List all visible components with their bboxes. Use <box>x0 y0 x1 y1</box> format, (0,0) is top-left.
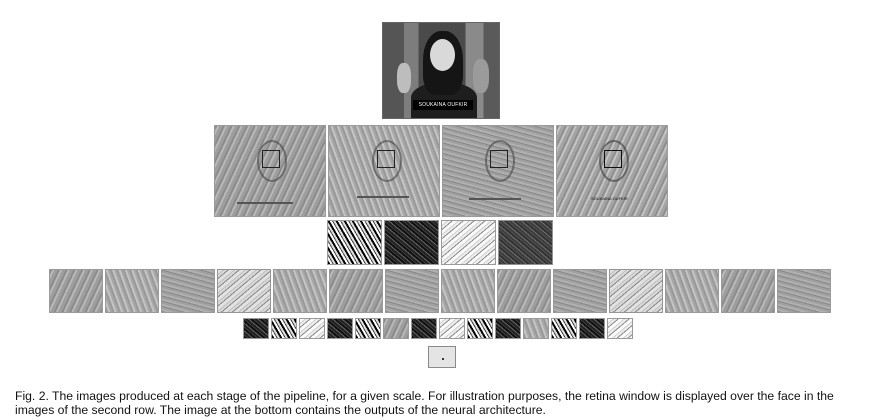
row5-image-12 <box>551 318 577 339</box>
row4-image-10 <box>553 269 607 313</box>
subject-face <box>430 39 455 71</box>
row4-image-5 <box>273 269 327 313</box>
row2-image-4: SOUKAINA OUFKIR <box>556 125 668 217</box>
row3-image-4 <box>498 220 553 265</box>
row3-image-2 <box>384 220 439 265</box>
row4-image-1 <box>49 269 103 313</box>
row5-image-2 <box>271 318 297 339</box>
neural-output-image <box>428 346 456 368</box>
row5-image-1 <box>243 318 269 339</box>
row2-image-label: SOUKAINA OUFKIR <box>591 196 628 201</box>
row4-image-6 <box>329 269 383 313</box>
row5-image-11 <box>523 318 549 339</box>
input-photo: SOUKAINA OUFKIR <box>382 22 500 119</box>
row5-image-9 <box>467 318 493 339</box>
row5-image-8 <box>439 318 465 339</box>
row4-image-14 <box>777 269 831 313</box>
row5-image-3 <box>299 318 325 339</box>
retina-window <box>490 150 508 168</box>
row4-image-8 <box>441 269 495 313</box>
row4-image-9 <box>497 269 551 313</box>
row2-image-2 <box>328 125 440 217</box>
retina-window <box>377 150 395 168</box>
row5-image-6 <box>383 318 409 339</box>
row5-image-10 <box>495 318 521 339</box>
row4-image-3 <box>161 269 215 313</box>
row4-image-11 <box>609 269 663 313</box>
row2-image-3 <box>442 125 554 217</box>
face-detection-dot <box>442 358 444 360</box>
retina-window <box>262 150 280 168</box>
row5-image-14 <box>607 318 633 339</box>
row5-image-4 <box>327 318 353 339</box>
retina-window <box>604 150 622 168</box>
photo-name-tag: SOUKAINA OUFKIR <box>413 100 473 110</box>
row5-image-5 <box>355 318 381 339</box>
row3-image-1 <box>327 220 382 265</box>
row5-image-13 <box>579 318 605 339</box>
row4-image-4 <box>217 269 271 313</box>
row4-image-13 <box>721 269 775 313</box>
row5-image-7 <box>411 318 437 339</box>
bystander-figure <box>397 63 411 93</box>
row3-image-3 <box>441 220 496 265</box>
row4-image-12 <box>665 269 719 313</box>
bystander-figure <box>473 59 489 93</box>
row4-image-2 <box>105 269 159 313</box>
figure-caption: Fig. 2. The images produced at each stag… <box>15 389 834 417</box>
row2-image-1 <box>214 125 326 217</box>
row4-image-7 <box>385 269 439 313</box>
